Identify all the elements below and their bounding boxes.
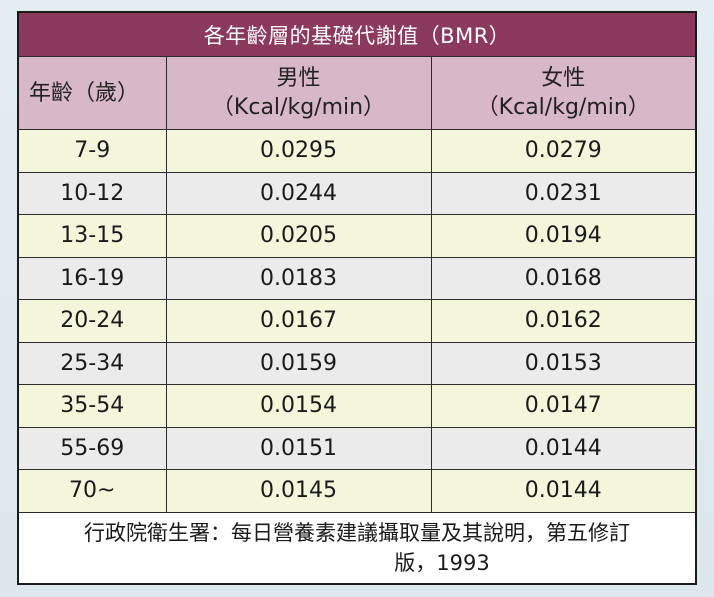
table-row: 7-9 0.0295 0.0279 bbox=[17, 129, 697, 173]
cell-male: 0.0159 bbox=[165, 341, 432, 385]
cell-age: 16-19 bbox=[17, 256, 167, 300]
cell-male: 0.0151 bbox=[165, 426, 432, 470]
cell-female: 0.0144 bbox=[430, 426, 697, 470]
cell-male: 0.0145 bbox=[165, 469, 432, 513]
table-title: 各年齡層的基礎代謝值（BMR） bbox=[17, 11, 697, 57]
cell-male: 0.0183 bbox=[165, 256, 432, 300]
source-row: 行政院衛生署：每日營養素建議攝取量及其說明，第五修訂 版，1993 bbox=[17, 511, 697, 584]
cell-male: 0.0244 bbox=[165, 171, 432, 215]
header-male-unit: （Kcal/kg/min） bbox=[211, 95, 386, 120]
header-female-unit: （Kcal/kg/min） bbox=[476, 95, 650, 120]
cell-female: 0.0279 bbox=[430, 129, 697, 173]
cell-female: 0.0144 bbox=[430, 469, 697, 513]
cell-female: 0.0153 bbox=[430, 341, 697, 385]
header-female-label: 女性 bbox=[541, 66, 586, 91]
bmr-table: 各年齡層的基礎代謝值（BMR） 年齡（歲） 男性 （Kcal/kg/min） 女… bbox=[17, 11, 697, 585]
header-male: 男性 （Kcal/kg/min） bbox=[165, 56, 432, 130]
table-row: 13-15 0.0205 0.0194 bbox=[17, 214, 697, 258]
table-row: 16-19 0.0183 0.0168 bbox=[17, 256, 697, 300]
cell-age: 10-12 bbox=[17, 171, 167, 215]
header-row: 年齡（歲） 男性 （Kcal/kg/min） 女性 （Kcal/kg/min） bbox=[17, 56, 697, 130]
header-male-label: 男性 bbox=[276, 66, 321, 91]
table-row: 55-69 0.0151 0.0144 bbox=[17, 426, 697, 470]
header-age: 年齡（歲） bbox=[17, 56, 167, 130]
table-row: 25-34 0.0159 0.0153 bbox=[17, 341, 697, 385]
cell-age: 13-15 bbox=[17, 214, 167, 258]
cell-male: 0.0167 bbox=[165, 299, 432, 343]
cell-age: 7-9 bbox=[17, 129, 167, 173]
cell-female: 0.0231 bbox=[430, 171, 697, 215]
cell-female: 0.0162 bbox=[430, 299, 697, 343]
cell-age: 70~ bbox=[17, 469, 167, 513]
cell-age: 25-34 bbox=[17, 341, 167, 385]
cell-female: 0.0168 bbox=[430, 256, 697, 300]
table-row: 10-12 0.0244 0.0231 bbox=[17, 171, 697, 215]
header-female: 女性 （Kcal/kg/min） bbox=[430, 56, 697, 130]
cell-male: 0.0154 bbox=[165, 384, 432, 428]
source-note: 行政院衛生署：每日營養素建議攝取量及其說明，第五修訂 版，1993 bbox=[17, 511, 697, 584]
cell-male: 0.0295 bbox=[165, 129, 432, 173]
source-line-2: 版，1993 bbox=[394, 550, 490, 575]
cell-male: 0.0205 bbox=[165, 214, 432, 258]
title-row: 各年齡層的基礎代謝值（BMR） bbox=[17, 11, 697, 57]
cell-age: 20-24 bbox=[17, 299, 167, 343]
table-row: 20-24 0.0167 0.0162 bbox=[17, 299, 697, 343]
source-line-1: 行政院衛生署：每日營養素建議攝取量及其說明，第五修訂 bbox=[84, 520, 630, 545]
cell-age: 55-69 bbox=[17, 426, 167, 470]
table-row: 35-54 0.0154 0.0147 bbox=[17, 384, 697, 428]
table-row: 70~ 0.0145 0.0144 bbox=[17, 469, 697, 513]
cell-age: 35-54 bbox=[17, 384, 167, 428]
cell-female: 0.0194 bbox=[430, 214, 697, 258]
cell-female: 0.0147 bbox=[430, 384, 697, 428]
